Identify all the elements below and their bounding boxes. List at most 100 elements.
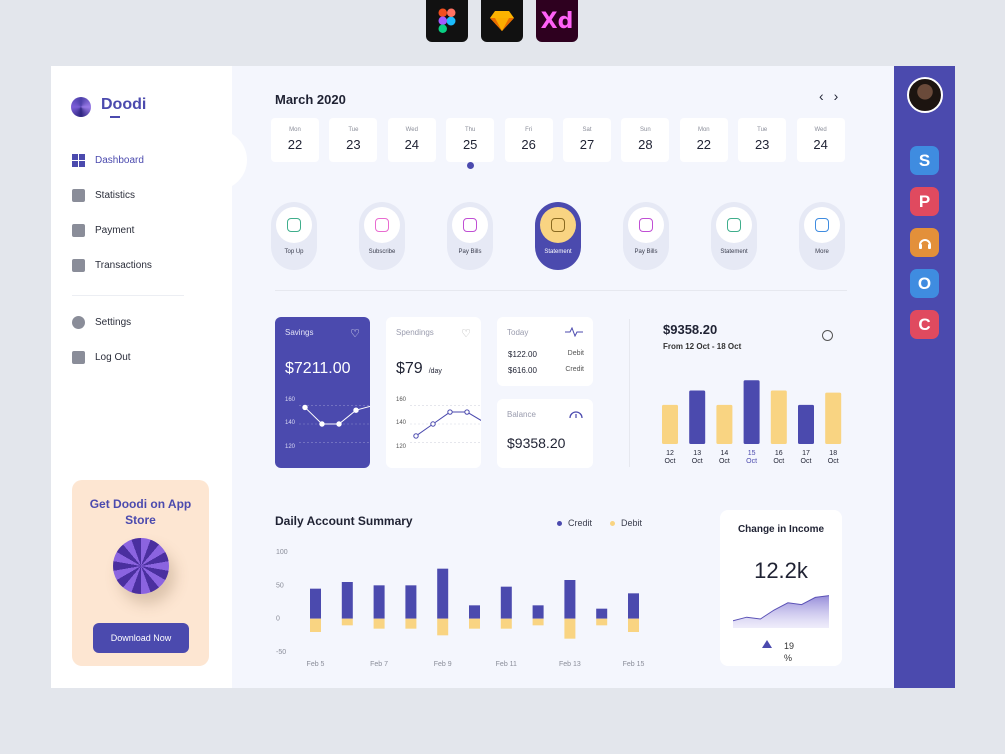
bar[interactable] (770, 390, 787, 444)
credit-bar[interactable] (341, 582, 353, 619)
savings-card[interactable]: Savings ♡ $7211.00 160 140 120 (275, 317, 370, 468)
calendar-day[interactable]: Wed 24 (387, 118, 436, 162)
download-now-button[interactable]: Download Now (93, 623, 189, 653)
action-subscribe[interactable]: Subscribe (359, 202, 405, 270)
calendar-day[interactable]: Wed 24 (796, 118, 845, 162)
action-more[interactable]: More (799, 202, 845, 270)
debit-bar[interactable] (596, 618, 608, 626)
debit-bar[interactable] (500, 618, 512, 629)
app-shortcut[interactable] (910, 228, 939, 257)
credit-bar[interactable] (500, 586, 512, 619)
spendings-card[interactable]: Spendings ♡ $79/day 160 140 120 (386, 317, 481, 468)
calendar-day[interactable]: Mon 22 (271, 118, 319, 162)
data-point[interactable] (336, 421, 342, 427)
calendar-nav: ‹ › (819, 88, 838, 104)
data-point[interactable] (353, 407, 359, 413)
action-label: Subscribe (368, 249, 396, 255)
data-point[interactable] (464, 409, 470, 415)
kind: Credit (565, 366, 584, 373)
app-shortcut[interactable]: S (910, 146, 939, 175)
bar[interactable] (825, 392, 842, 444)
legend-debit: Debit (610, 518, 642, 528)
debit-bar[interactable] (628, 618, 639, 632)
action-glyph (727, 218, 741, 232)
chevron-right-icon[interactable]: › (833, 88, 839, 104)
y-tick-label: 100 (276, 549, 288, 556)
savings-line-chart (299, 404, 370, 443)
weekday-label: Mon (289, 127, 301, 133)
debit-bar[interactable] (469, 618, 480, 629)
chevron-left-icon[interactable]: ‹ (819, 88, 824, 104)
calendar-day[interactable]: Mon 22 (679, 118, 728, 162)
today-card[interactable]: Today $122.00 Debit $616.00 Credit (497, 317, 593, 386)
action-statement[interactable]: Statement (711, 202, 757, 270)
debit-bar[interactable] (532, 618, 544, 626)
sidebar-item-settings[interactable]: Settings (72, 316, 131, 329)
x-tick-label: 15 (748, 450, 756, 457)
bag-icon (72, 259, 85, 272)
credit-bar[interactable] (469, 605, 480, 619)
sidebar-item-dashboard[interactable]: Dashboard (72, 154, 144, 167)
weekday-label: Fri (525, 127, 533, 133)
app-shortcut[interactable]: O (910, 269, 939, 298)
action-statement[interactable]: Statement (535, 202, 581, 270)
calendar-day[interactable]: Tue 23 (738, 118, 787, 162)
user-avatar[interactable] (907, 77, 943, 113)
credit-bar[interactable] (596, 608, 608, 619)
calendar-day[interactable]: Fri 26 (504, 118, 553, 162)
heart-icon[interactable]: ♡ (461, 328, 471, 340)
weekly-amount: $9358.20 (663, 322, 718, 337)
bar[interactable] (743, 380, 760, 444)
bar[interactable] (798, 404, 814, 444)
sidebar-item-statistics[interactable]: Statistics (72, 189, 135, 202)
bar[interactable] (716, 404, 733, 444)
action-glyph (463, 218, 477, 232)
credit-bar[interactable] (437, 568, 449, 619)
data-point[interactable] (302, 404, 308, 411)
action-label: More (815, 249, 829, 255)
credit-bar[interactable] (628, 593, 639, 619)
calendar-day[interactable]: Thu 25 (446, 118, 495, 162)
action-icon (540, 207, 576, 243)
income-title: Change in Income (737, 524, 825, 535)
data-point[interactable] (447, 409, 453, 415)
calendar-day[interactable]: Tue 23 (329, 118, 378, 162)
debit-bar[interactable] (373, 618, 385, 629)
balance-card[interactable]: Balance $9358.20 (497, 399, 593, 468)
credit-bar[interactable] (532, 605, 544, 619)
bar[interactable] (662, 404, 678, 444)
heart-icon[interactable]: ♡ (350, 328, 360, 340)
balance-value: $9358.20 (507, 435, 566, 451)
debit-bar[interactable] (405, 618, 417, 629)
data-point[interactable] (319, 421, 325, 427)
credit-bar[interactable] (310, 588, 321, 619)
calendar-day[interactable]: Sat 27 (563, 118, 611, 162)
trend-icon[interactable] (822, 330, 833, 341)
action-pay-bills[interactable]: Pay Bills (623, 202, 669, 270)
credit-bar[interactable] (405, 585, 417, 619)
debit-bar[interactable] (437, 618, 449, 636)
tick-label: 120 (285, 444, 296, 450)
debit-bar[interactable] (564, 618, 576, 639)
income-card[interactable]: Change in Income 12.2k 19 % (720, 510, 842, 666)
sidebar-item-logout[interactable]: Log Out (72, 351, 131, 364)
action-top-up[interactable]: Top Up (271, 202, 317, 270)
sidebar-item-payment[interactable]: Payment (72, 224, 134, 237)
credit-bar[interactable] (564, 580, 576, 619)
action-pay-bills[interactable]: Pay Bills (447, 202, 493, 270)
spendings-value: $79/day (396, 360, 442, 378)
app-shortcut[interactable]: P (910, 187, 939, 216)
bar[interactable] (689, 390, 706, 444)
calendar-day[interactable]: Sun 28 (621, 118, 670, 162)
action-glyph (375, 218, 389, 232)
data-point[interactable] (413, 433, 419, 439)
data-point[interactable] (430, 421, 436, 427)
debit-bar[interactable] (310, 618, 321, 632)
x-tick-label: Oct (828, 458, 839, 465)
credit-bar[interactable] (373, 585, 385, 619)
brand-logo[interactable]: Doodi (71, 96, 146, 118)
sidebar-item-transactions[interactable]: Transactions (72, 259, 152, 272)
debit-bar[interactable] (341, 618, 353, 626)
app-shortcut[interactable]: C (910, 310, 939, 339)
day-number: 27 (579, 137, 595, 152)
